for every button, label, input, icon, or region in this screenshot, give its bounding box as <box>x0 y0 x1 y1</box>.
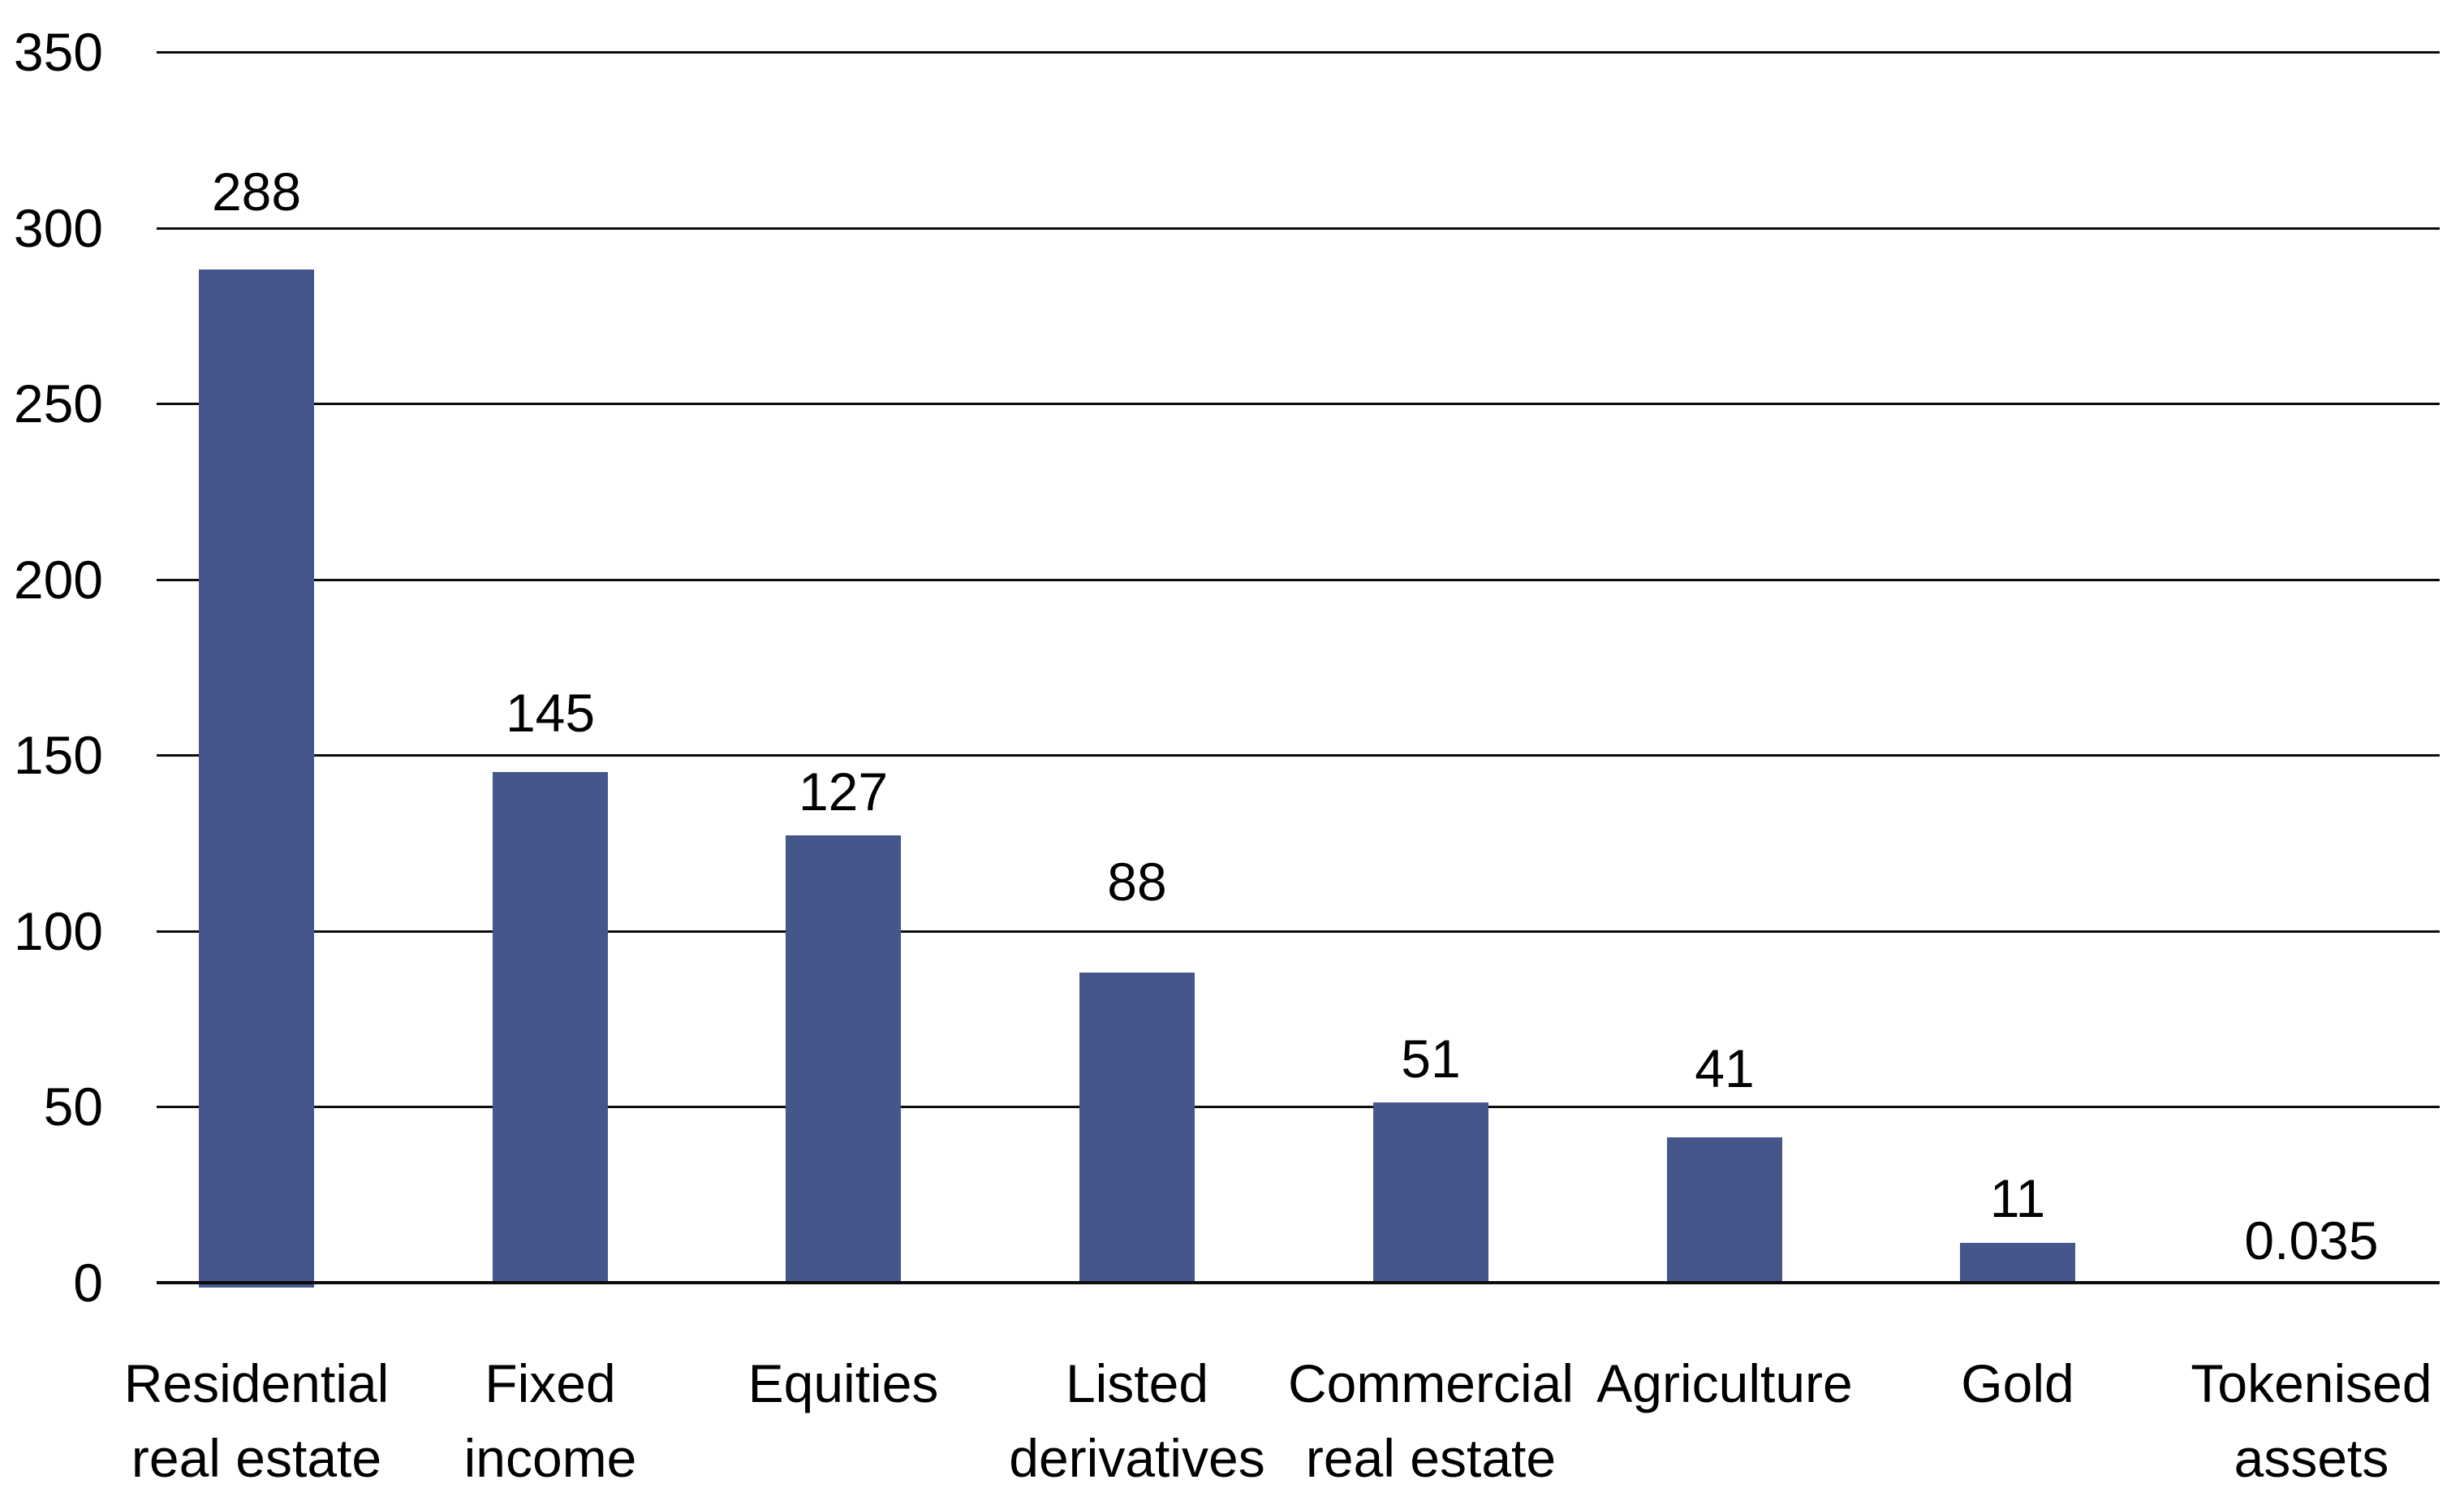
bar-gold <box>1960 1243 2075 1284</box>
y-tick-label: 0 <box>73 1253 103 1313</box>
gridline <box>157 1106 2440 1108</box>
y-tick-label: 250 <box>13 373 103 434</box>
bar-residential-real-estate <box>199 270 314 1288</box>
bar-value-label: 127 <box>798 761 889 822</box>
y-tick-label: 350 <box>13 22 103 82</box>
bar-commercial-real-estate <box>1373 1102 1488 1284</box>
y-tick-label: 150 <box>13 725 103 785</box>
category-label-fixed-income: Fixed income <box>463 1353 637 1488</box>
category-label-commercial-real-estate: Commercial real estate <box>1287 1353 1574 1488</box>
bar-value-label: 145 <box>505 683 596 743</box>
y-tick-label: 50 <box>43 1076 103 1137</box>
gridline <box>157 754 2440 757</box>
bar-fixed-income <box>493 772 608 1284</box>
x-axis-line <box>157 1281 2440 1284</box>
y-tick-label: 200 <box>13 550 103 610</box>
y-tick-label: 300 <box>13 198 103 258</box>
bar-value-label: 11 <box>1989 1168 2046 1228</box>
gridline <box>157 930 2440 933</box>
category-label-residential-real-estate: Residential real estate <box>123 1353 390 1488</box>
gridline <box>157 403 2440 405</box>
category-label-equities: Equities <box>747 1353 939 1413</box>
gridline <box>157 51 2440 54</box>
bar-value-label: 0.035 <box>2244 1210 2379 1271</box>
category-label-agriculture: Agriculture <box>1596 1353 1853 1413</box>
gridline <box>157 579 2440 581</box>
bar-value-label: 88 <box>1107 852 1167 912</box>
y-tick-label: 100 <box>13 901 103 961</box>
bar-value-label: 51 <box>1401 1029 1461 1089</box>
bar-equities <box>786 835 901 1284</box>
category-label-tokenised-assets: Tokenised assets <box>2190 1353 2432 1488</box>
gridline <box>157 227 2440 230</box>
bar-agriculture <box>1667 1137 1782 1284</box>
bar-value-label: 288 <box>211 162 302 222</box>
category-label-listed-derivatives: Listed derivatives <box>1009 1353 1265 1488</box>
category-label-gold: Gold <box>1961 1353 2074 1413</box>
bar-value-label: 41 <box>1695 1038 1755 1098</box>
bar-listed-derivatives <box>1079 973 1195 1284</box>
